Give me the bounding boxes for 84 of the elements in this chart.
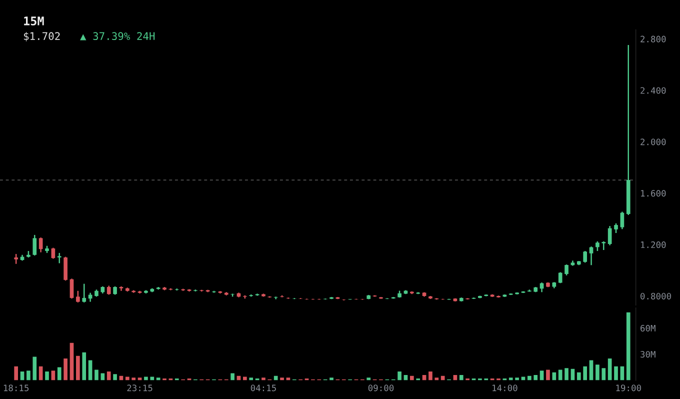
bar bbox=[534, 375, 538, 380]
bar bbox=[64, 358, 68, 380]
chart-subtitle: $1.702 bbox=[24, 32, 60, 42]
candlestick bbox=[596, 240, 600, 252]
y-tick-label: 2.400 bbox=[640, 87, 666, 94]
bar bbox=[51, 370, 56, 380]
candlestick bbox=[602, 240, 606, 251]
bar bbox=[262, 378, 266, 380]
candlestick bbox=[51, 247, 56, 260]
candlestick bbox=[614, 222, 618, 234]
bar bbox=[45, 372, 49, 380]
bar bbox=[614, 366, 618, 380]
bar bbox=[596, 364, 600, 380]
bar bbox=[14, 366, 18, 380]
y-tick-label: 2.000 bbox=[640, 138, 666, 146]
candlestick bbox=[608, 225, 612, 246]
bar bbox=[113, 374, 117, 380]
bar bbox=[608, 358, 612, 380]
bar bbox=[26, 370, 30, 380]
candlestick bbox=[583, 250, 587, 264]
bar bbox=[88, 360, 92, 380]
candlestick bbox=[38, 236, 43, 253]
y-tick-label: 0.8000 bbox=[640, 292, 672, 300]
y-tick-label: 1.200 bbox=[641, 241, 666, 248]
bar bbox=[230, 373, 234, 380]
x-tick-label: 14:00 bbox=[492, 384, 518, 392]
bar bbox=[76, 356, 80, 380]
candlestick bbox=[589, 246, 594, 266]
bar bbox=[398, 372, 402, 380]
candlestick bbox=[274, 296, 278, 300]
bar bbox=[459, 375, 464, 380]
candlestick bbox=[82, 283, 86, 304]
bar bbox=[274, 376, 278, 380]
candlestick bbox=[620, 211, 624, 230]
bar bbox=[515, 378, 519, 380]
bar bbox=[428, 372, 432, 380]
bar bbox=[546, 370, 550, 380]
bar bbox=[125, 376, 130, 380]
bar bbox=[94, 370, 98, 380]
bar bbox=[144, 376, 148, 380]
y-tick-label: 60M bbox=[640, 324, 656, 332]
bar bbox=[366, 378, 371, 380]
x-tick-label: 09:00 bbox=[368, 384, 394, 392]
bar bbox=[32, 356, 37, 380]
bar bbox=[602, 368, 606, 380]
bar bbox=[150, 376, 154, 380]
candlestick bbox=[32, 234, 37, 256]
bar bbox=[249, 378, 254, 380]
x-tick-label: 19:00 bbox=[616, 384, 641, 392]
candlestick bbox=[14, 253, 18, 264]
candlestick bbox=[564, 264, 568, 276]
x-tick-label: 23:15 bbox=[127, 384, 152, 392]
bar bbox=[410, 376, 414, 380]
candlestick bbox=[64, 256, 68, 282]
candlestick bbox=[57, 252, 62, 264]
bar bbox=[434, 378, 439, 380]
bar bbox=[528, 376, 532, 380]
bar bbox=[70, 342, 74, 380]
bar bbox=[330, 378, 334, 380]
candlestick bbox=[70, 278, 74, 300]
candlestick bbox=[76, 290, 80, 304]
chart-title: 15M bbox=[24, 16, 44, 26]
x-tick-label: 18:15 bbox=[4, 384, 29, 392]
bar bbox=[626, 312, 630, 380]
bar bbox=[552, 372, 556, 380]
bar bbox=[106, 372, 111, 380]
bar bbox=[132, 378, 136, 380]
bar bbox=[540, 370, 544, 380]
bar bbox=[558, 370, 562, 380]
bar bbox=[82, 352, 86, 380]
y-tick-label: 2.800 bbox=[640, 36, 666, 42]
bar bbox=[243, 376, 247, 380]
bar bbox=[280, 378, 284, 380]
bar bbox=[589, 360, 594, 380]
bar bbox=[564, 368, 568, 380]
bar bbox=[583, 366, 587, 380]
bar bbox=[576, 372, 581, 380]
bar bbox=[57, 367, 62, 380]
x-tick-label: 04:15 bbox=[250, 384, 276, 392]
y-tick-label: 30M bbox=[640, 350, 656, 358]
annotation: ▲ 37.39% 24H bbox=[80, 32, 155, 40]
bar bbox=[508, 378, 513, 380]
bar bbox=[440, 376, 445, 380]
y-tick-label: 1.600 bbox=[641, 190, 666, 197]
